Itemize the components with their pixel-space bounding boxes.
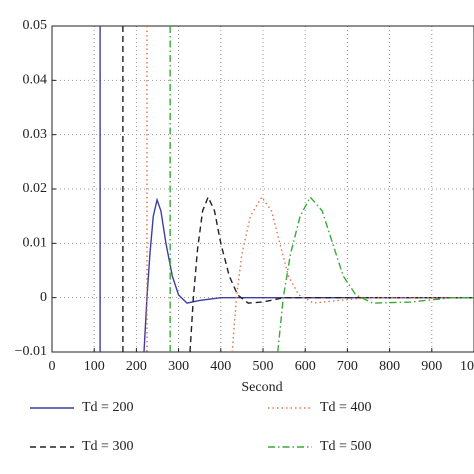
x-tick-label: 600 <box>295 359 316 374</box>
legend-label: Td = 400 <box>320 400 371 415</box>
legend-label: Td = 500 <box>320 439 371 454</box>
series-line <box>99 26 474 352</box>
y-tick-label: 0.03 <box>23 127 48 142</box>
series-line <box>122 26 474 352</box>
x-tick-label: 300 <box>168 359 189 374</box>
plot-frame <box>51 25 474 353</box>
y-tick-label: 0.01 <box>23 236 48 251</box>
series-line <box>146 26 474 352</box>
x-tick-label: 400 <box>210 359 231 374</box>
y-tick-label: −0.01 <box>15 344 47 359</box>
x-axis-label: Second <box>241 380 282 395</box>
x-tick-label: 0 <box>49 359 56 374</box>
y-tick-label: 0.05 <box>23 18 48 33</box>
x-tick-label: 500 <box>253 359 274 374</box>
legend-label: Td = 300 <box>82 439 133 454</box>
x-tick-label: 100 <box>84 359 105 374</box>
legend-label: Td = 200 <box>82 400 133 415</box>
y-tick-label: 0.02 <box>23 181 48 196</box>
y-tick-label: 0.04 <box>23 73 48 88</box>
x-tick-label: 200 <box>126 359 147 374</box>
x-tick-label: 1000 <box>460 359 474 374</box>
x-tick-label: 700 <box>337 359 358 374</box>
x-tick-label: 900 <box>421 359 442 374</box>
y-tick-label: 0 <box>40 290 47 305</box>
x-tick-label: 800 <box>379 359 400 374</box>
series-line <box>169 26 474 352</box>
